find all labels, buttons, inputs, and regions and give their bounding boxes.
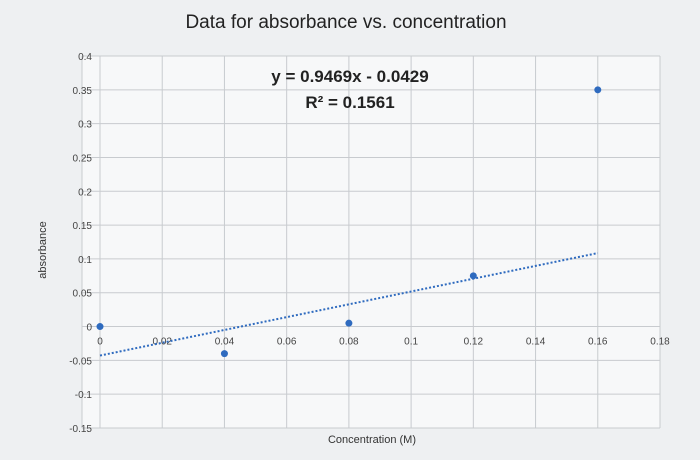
x-tick-label: 0.06 <box>277 337 297 348</box>
r-squared: R² = 0.1561 <box>305 93 394 112</box>
x-tick-label: 0.02 <box>152 337 172 348</box>
x-tick-label: 0.04 <box>215 337 235 348</box>
y-tick-label: 0.4 <box>78 52 92 63</box>
y-tick-label: -0.05 <box>69 356 92 367</box>
x-tick-label: 0.08 <box>339 337 359 348</box>
data-point <box>345 319 353 327</box>
x-tick-label: 0.18 <box>650 337 670 348</box>
x-tick-label: 0 <box>97 337 103 348</box>
x-tick-label: 0.16 <box>588 337 608 348</box>
x-tick-label: 0.1 <box>404 337 418 348</box>
trendline-group <box>99 252 598 357</box>
x-tick-label: 0.12 <box>464 337 484 348</box>
y-tick-label: -0.1 <box>75 390 93 401</box>
y-tick-labels: -0.15 -0.1 -0.05 0 0.05 0.1 0.15 0.2 0.25 0.3 0.35… <box>69 52 92 435</box>
y-axis-title: absorbance <box>37 221 49 279</box>
y-tick-label: -0.15 <box>69 424 92 435</box>
y-tick-label: 0.35 <box>73 86 93 97</box>
y-tick-label: 0.3 <box>78 120 92 131</box>
chart-title: Data for absorbance vs. concentration <box>185 12 506 33</box>
data-points <box>96 86 602 358</box>
y-tick-label: 0.15 <box>73 221 93 232</box>
y-tick-label: 0.1 <box>78 255 92 266</box>
data-point <box>469 272 477 280</box>
gridlines <box>81 55 661 429</box>
y-tick-label: 0.2 <box>78 187 92 198</box>
x-axis-title: Concentration (M) <box>328 434 416 446</box>
data-point <box>220 350 228 358</box>
trendline <box>99 252 598 357</box>
data-point <box>96 323 104 331</box>
x-tick-labels: 0 0.02 0.04 0.06 0.08 0.1 0.12 0.14 0.16 0.18 <box>97 337 670 348</box>
plot-area <box>82 56 660 428</box>
trendline-equation: y = 0.9469x - 0.0429 <box>271 67 428 86</box>
x-tick-label: 0.14 <box>526 337 546 348</box>
y-tick-label: 0.25 <box>73 153 93 164</box>
y-tick-label: 0 <box>86 323 92 334</box>
y-tick-label: 0.05 <box>73 289 93 300</box>
data-point <box>594 86 602 94</box>
